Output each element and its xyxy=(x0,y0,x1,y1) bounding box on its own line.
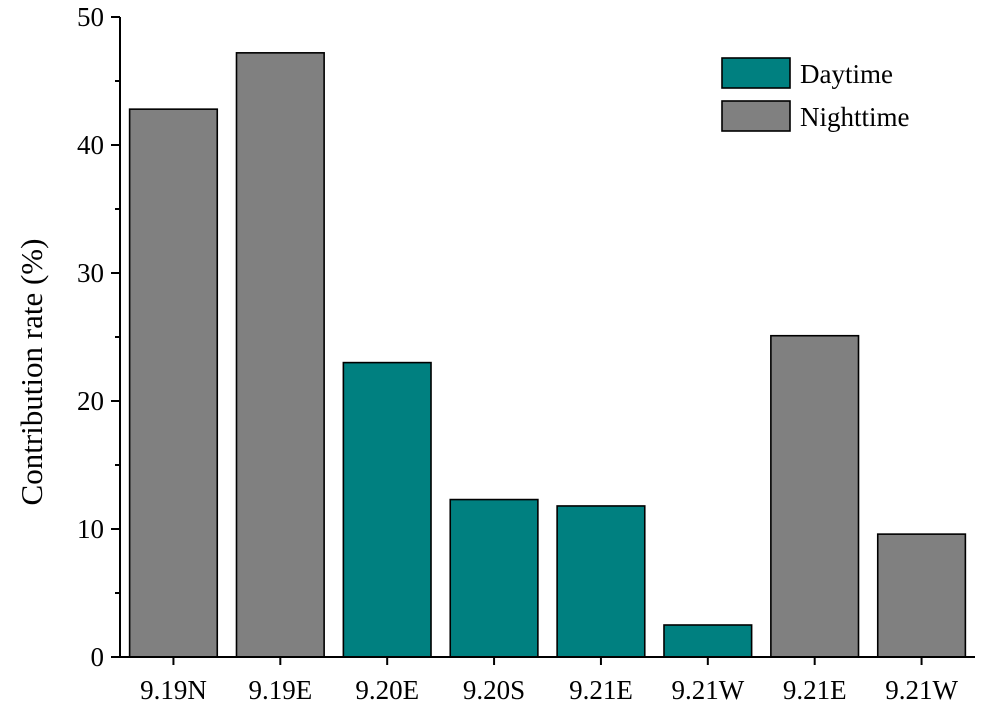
x-tick-label: 9.21W xyxy=(671,675,744,705)
x-tick-label: 9.19E xyxy=(248,675,312,705)
y-tick-label: 30 xyxy=(77,258,104,288)
bars-group xyxy=(128,52,967,658)
y-tick-label: 40 xyxy=(77,130,104,160)
x-axis: 9.19N 9.19E 9.20E 9.20S 9.21E 9.21W 9.21E 9.21W xyxy=(120,656,975,705)
legend-label-daytime: Daytime xyxy=(800,59,893,89)
y-axis-title: Contribution rate (%) xyxy=(14,239,49,506)
y-axis: 0 10 20 30 40 50 xyxy=(77,2,121,672)
y-tick-label: 0 xyxy=(91,642,105,672)
bar-4 xyxy=(449,498,539,658)
legend: Daytime Nighttime xyxy=(721,57,910,132)
bar-8 xyxy=(876,533,967,658)
x-tick-label: 9.21E xyxy=(569,675,633,705)
bar-2 xyxy=(235,52,325,658)
y-tick-label: 50 xyxy=(77,2,104,32)
x-tick-label: 9.19N xyxy=(140,675,207,705)
x-tick-label: 9.21E xyxy=(783,675,847,705)
bar-1 xyxy=(128,108,219,658)
x-tick-label: 9.21W xyxy=(885,675,958,705)
x-tick-label: 9.20E xyxy=(355,675,419,705)
legend-label-nighttime: Nighttime xyxy=(800,102,910,132)
y-tick-label: 20 xyxy=(77,386,104,416)
bar-3 xyxy=(342,361,432,658)
bar-5 xyxy=(556,505,646,658)
x-tick-label: 9.20S xyxy=(463,675,525,705)
bar-7 xyxy=(770,334,860,658)
legend-swatch-daytime xyxy=(721,57,791,89)
y-tick-label: 10 xyxy=(77,514,104,544)
bar-6 xyxy=(663,624,753,658)
legend-swatch-nighttime xyxy=(721,100,791,132)
